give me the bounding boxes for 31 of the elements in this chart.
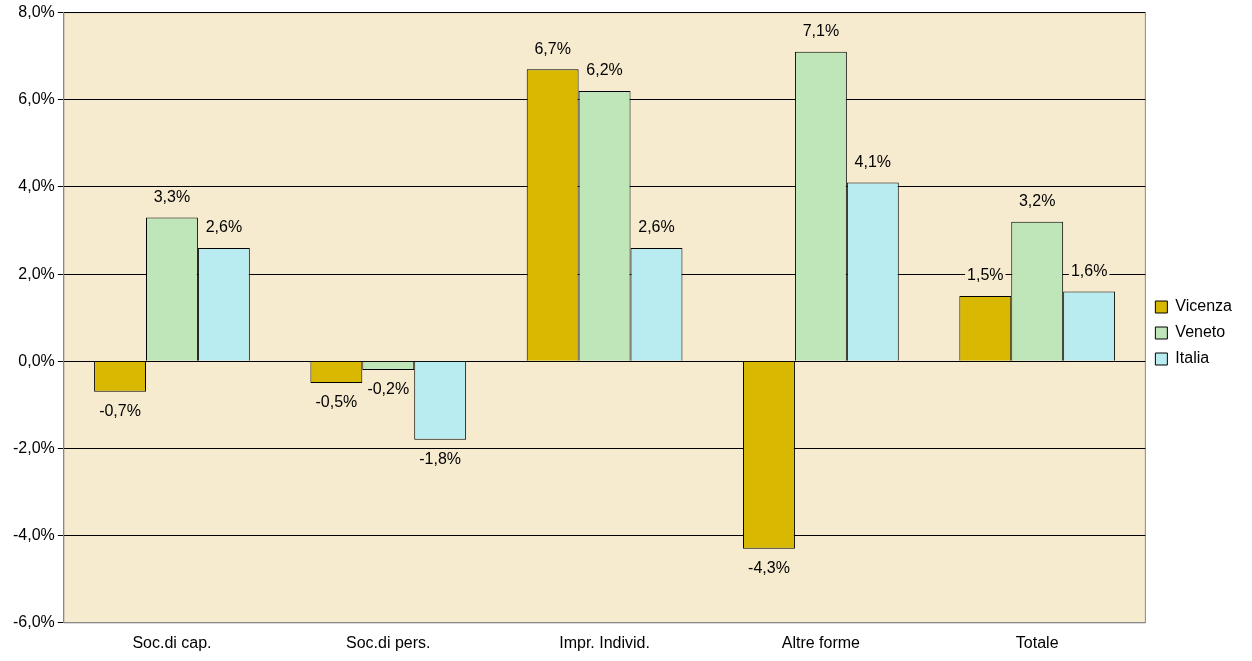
data-label: 3,3% <box>153 187 191 205</box>
data-label: 6,2% <box>586 61 623 79</box>
x-tick-label: Soc.di pers. <box>346 633 431 651</box>
data-label: 1,6% <box>1070 261 1108 279</box>
y-tick-label: 8,0% <box>18 3 55 21</box>
data-label: 4,1% <box>854 152 892 170</box>
data-label: -1,8% <box>419 450 462 468</box>
data-label: 2,6% <box>205 218 243 236</box>
y-tick-label: 2,0% <box>18 264 55 282</box>
data-label: 3,2% <box>1018 192 1056 210</box>
legend-label: Veneto <box>1175 323 1226 341</box>
y-tick-label: -6,0% <box>13 613 55 631</box>
data-label: 1,5% <box>967 266 1004 284</box>
legend-label: Italia <box>1175 349 1210 367</box>
legend-label: Vicenza <box>1175 297 1233 315</box>
y-tick-label: -4,0% <box>13 526 55 544</box>
data-label: -0,5% <box>315 393 358 411</box>
y-tick-label: 6,0% <box>18 90 55 108</box>
y-tick-label: -2,0% <box>13 438 55 456</box>
y-tick-label: 0,0% <box>18 351 55 369</box>
data-label: -0,2% <box>367 380 410 398</box>
data-label: -4,3% <box>748 559 790 577</box>
y-tick-label: 4,0% <box>18 177 55 195</box>
x-tick-label: Totale <box>1015 633 1059 651</box>
x-tick-label: Impr. Individ. <box>559 633 650 651</box>
x-tick-label: Altre forme <box>781 633 861 651</box>
data-label: -0,7% <box>99 402 141 420</box>
data-label: 7,1% <box>802 22 840 40</box>
data-label: 2,6% <box>638 218 675 236</box>
x-tick-label: Soc.di cap. <box>132 633 212 651</box>
data-label: 6,7% <box>534 39 571 57</box>
